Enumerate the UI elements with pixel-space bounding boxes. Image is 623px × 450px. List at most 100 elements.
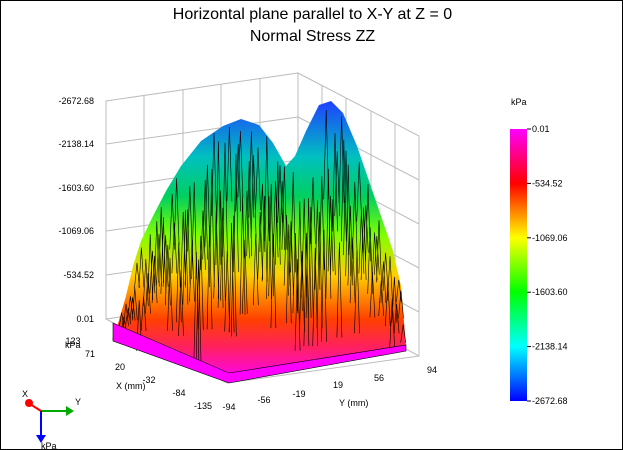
surface-spike: [382, 252, 389, 291]
triad-z-arrow: [36, 435, 46, 443]
surface-spike: [211, 133, 217, 216]
surface-spike: [312, 247, 318, 347]
surface-spike: [118, 312, 125, 329]
colorbar-label: -1069.06: [532, 233, 568, 243]
surface-spike: [283, 214, 290, 286]
chart-subtitle: Normal Stress ZZ: [249, 28, 376, 45]
surface-spike: [314, 200, 321, 290]
surface-spike: [380, 261, 387, 304]
surface-spike: [321, 229, 327, 342]
y-tick-label: 19: [333, 380, 343, 390]
x-tick-label: -135: [194, 401, 212, 411]
surface-spike: [151, 255, 158, 304]
surface-spike: [371, 232, 378, 281]
surface-spike: [327, 195, 334, 272]
surface-spike: [336, 242, 343, 338]
z-unit-label: kPa: [65, 340, 81, 350]
colorbar-label: -2672.68: [532, 396, 568, 406]
surface-spike: [310, 177, 316, 245]
colorbar-label: 0.01: [532, 124, 550, 134]
surface-spike: [316, 212, 323, 328]
surface-spike: [138, 247, 145, 288]
x-axis-label: X (mm): [116, 381, 146, 391]
surface-spike: [299, 251, 305, 332]
surface-spike: [303, 232, 310, 347]
surface-spike: [385, 282, 391, 327]
z-tick-label: -534.52: [63, 270, 94, 280]
surface-spike: [202, 179, 208, 260]
surface-spike: [352, 181, 358, 260]
surface-spike: [248, 131, 255, 218]
z-tick-label: 0.01: [76, 314, 94, 324]
y-axis-label: Y (mm): [339, 398, 368, 408]
surface-spike: [187, 185, 193, 252]
chart-title: Horizontal plane parallel to X-Y at Z = …: [172, 6, 453, 23]
z-tick-label: -1069.06: [58, 226, 94, 236]
surface-spike: [198, 235, 204, 331]
surface-spike: [288, 221, 294, 296]
colorbar-label: -2138.14: [532, 342, 568, 352]
surface-spike: [358, 211, 365, 274]
surface-spike: [279, 181, 285, 251]
surface-spike: [374, 236, 380, 275]
surface-spike: [147, 234, 153, 300]
surface-spike: [325, 168, 332, 299]
surface-spike: [226, 126, 233, 202]
surface-spike: [376, 220, 382, 283]
surface-spike: [158, 207, 164, 283]
x-tick-label: -32: [142, 375, 155, 385]
surface-spike: [398, 290, 404, 319]
surface-spike: [393, 303, 400, 334]
axis-triad: X Y kPa: [22, 389, 81, 449]
z-tick-label: -2672.68: [58, 96, 94, 106]
surface-spike: [162, 235, 169, 287]
surface-spike: [239, 196, 246, 315]
y-tick-label: -19: [292, 389, 305, 399]
surface-spike: [204, 164, 211, 248]
y-tick-label: -94: [222, 402, 235, 412]
surface-spike: [121, 316, 127, 332]
surface-spike: [213, 209, 219, 299]
surface-spike: [171, 222, 178, 274]
surface-spike: [330, 199, 336, 276]
surface-spike: [275, 160, 281, 265]
y-tick-label: 56: [374, 373, 384, 383]
surface-spike: [145, 273, 151, 314]
surface-spike: [191, 182, 197, 280]
surface-spike: [308, 206, 314, 319]
surface-spike: [129, 297, 136, 321]
surface-spike: [261, 195, 268, 282]
surface-spike: [156, 233, 162, 286]
surface-spike: [228, 222, 235, 333]
colorbar: kPa 0.01 -534.52 -1069.06 -1603.60 -2138.14 -…: [510, 97, 568, 406]
surface-spike: [154, 221, 160, 287]
surface-spike: [259, 183, 266, 252]
surface-spike: [378, 280, 384, 316]
surface-spike: [332, 133, 338, 232]
surface-spike: [349, 237, 356, 304]
x-tick-label: 123: [65, 336, 80, 346]
triad-y-arrow: [66, 406, 74, 416]
surface-spike: [323, 110, 329, 200]
y-tick-label: -56: [257, 395, 270, 405]
z-tick-label: -1603.60: [58, 183, 94, 193]
surface-spike: [209, 169, 215, 288]
surface-spike: [149, 250, 156, 294]
surface-spike: [360, 207, 367, 280]
surface-spike: [294, 259, 301, 351]
surface-spike: [363, 205, 369, 253]
surface-spike: [356, 161, 362, 222]
surface-spike: [367, 227, 373, 294]
surface-spike: [334, 151, 340, 217]
surface-spike: [354, 250, 360, 334]
surface-spike: [176, 242, 182, 323]
surface-spike: [123, 303, 129, 326]
surface-spike: [193, 252, 200, 362]
surface-spike: [290, 171, 296, 273]
surface-spike: [125, 308, 131, 325]
y-tick-label: 94: [427, 365, 437, 375]
colorbar-label: -534.52: [532, 178, 563, 188]
surface-spike: [338, 116, 345, 203]
